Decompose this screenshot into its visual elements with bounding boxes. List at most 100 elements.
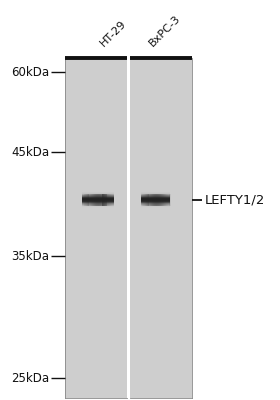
Bar [141,204,171,205]
Bar [157,194,158,206]
Bar [86,194,88,206]
Bar [82,196,114,197]
Bar [82,203,114,204]
Bar [82,195,114,196]
Bar [141,192,171,193]
Bar [164,194,165,206]
Bar [82,198,114,199]
Bar [166,194,167,206]
Bar [141,201,171,202]
Bar [151,194,152,206]
Bar [148,194,150,206]
Bar [156,194,157,206]
Bar [141,194,143,206]
Bar [85,194,87,206]
Bar [141,193,171,194]
Bar [141,204,171,205]
Bar [141,200,171,201]
Bar [82,207,114,208]
Bar [110,194,111,206]
Bar [146,194,148,206]
Bar [160,194,161,206]
Bar [82,202,114,203]
Bar [96,194,97,206]
Bar [106,194,108,206]
Bar [99,194,101,206]
Bar [82,194,114,195]
Bar [130,58,192,398]
Bar [82,206,114,207]
Bar [141,205,171,206]
Bar [141,200,171,201]
Text: 35kDa: 35kDa [11,250,49,262]
Bar [82,197,114,198]
Bar [102,194,104,206]
Bar [82,200,114,201]
Bar [105,194,107,206]
Bar [82,193,114,194]
Bar [82,192,114,193]
Bar [141,195,171,196]
Bar [98,194,99,206]
Bar [91,194,92,206]
Bar [101,194,102,206]
Bar [155,194,156,206]
Bar [82,192,114,193]
Text: 45kDa: 45kDa [11,146,49,158]
Text: 25kDa: 25kDa [11,372,49,384]
Bar [82,199,114,200]
Bar [111,194,112,206]
Bar [141,205,171,206]
Bar [95,194,96,206]
Bar [113,194,114,206]
Bar [144,194,146,206]
Bar [158,194,159,206]
Bar [141,202,171,203]
Bar [90,194,91,206]
Bar [141,198,171,199]
Bar [141,197,171,198]
Bar [150,194,151,206]
Bar [143,194,145,206]
Bar [167,194,168,206]
Bar [163,194,164,206]
Bar [82,206,114,207]
Bar [93,194,94,206]
Bar [82,196,114,197]
Bar [141,203,171,204]
Bar [141,199,171,200]
Bar [97,194,98,206]
Bar [141,198,171,199]
Bar [153,194,154,206]
Bar [109,194,110,206]
Bar [149,194,150,206]
Bar [82,201,114,202]
Bar [82,194,114,195]
Bar [141,193,171,194]
Bar [100,194,101,206]
Bar [147,194,148,206]
Bar [154,194,155,206]
Bar [141,203,171,204]
Bar [141,201,171,202]
Bar [141,199,171,200]
Bar [82,193,114,194]
Bar [82,203,114,204]
Bar [141,207,171,208]
Bar [82,203,114,204]
Bar [141,206,171,207]
Bar [141,197,171,198]
Bar [162,194,163,206]
Bar [82,202,114,203]
Bar [141,196,171,197]
Bar [159,194,160,206]
Text: HT-29: HT-29 [98,18,128,48]
Bar [82,204,114,205]
Bar [169,194,170,206]
Bar [82,204,114,205]
Bar [82,197,114,198]
Bar [103,194,105,206]
Text: LEFTY1/2: LEFTY1/2 [204,194,265,206]
Bar [141,202,171,203]
Bar [143,194,144,206]
